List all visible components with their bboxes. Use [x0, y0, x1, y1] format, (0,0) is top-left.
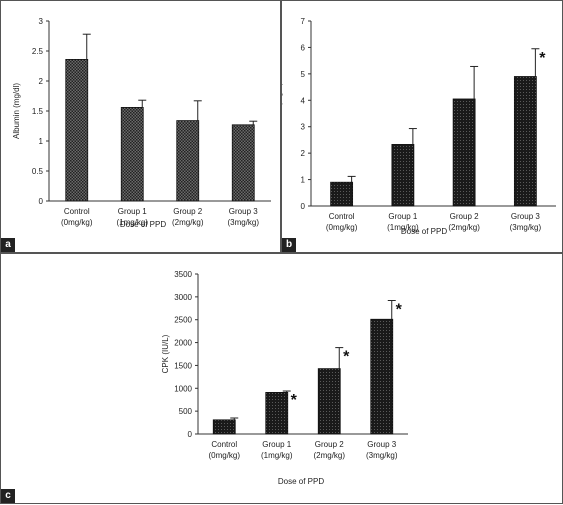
significance-asterisk: *: [343, 349, 350, 366]
panel-tag: c: [1, 489, 15, 503]
x-tick-label: (2mg/kg): [448, 223, 480, 232]
y-tick-label: 0.5: [32, 167, 44, 176]
y-tick-label: 1500: [174, 361, 192, 370]
bar: [452, 98, 476, 207]
y-tick-label: 2: [39, 77, 44, 86]
y-tick-label: 1.5: [32, 107, 44, 116]
x-tick-label: (3mg/kg): [227, 218, 259, 227]
y-tick-label: 3000: [174, 293, 192, 302]
bar: [513, 76, 537, 207]
panel-tag: a: [1, 238, 15, 252]
y-tick-label: 3500: [174, 270, 192, 279]
significance-asterisk: *: [539, 50, 546, 67]
x-tick-label: Control: [329, 212, 355, 221]
y-tick-label: 6: [301, 43, 306, 52]
x-tick-label: (3mg/kg): [366, 451, 398, 460]
bar: [212, 419, 236, 435]
x-tick-label: (0mg/kg): [208, 451, 240, 460]
y-tick-label: 1000: [174, 384, 192, 393]
y-axis-label: Albumin (mg/dl): [12, 83, 21, 139]
bar: [176, 120, 200, 202]
y-tick-label: 2: [301, 149, 306, 158]
y-tick-label: 2000: [174, 339, 192, 348]
y-tick-label: 1: [39, 137, 44, 146]
x-axis-label: Dose of PPD: [401, 227, 447, 236]
y-tick-label: 0: [301, 202, 306, 211]
y-tick-label: 0: [39, 197, 44, 206]
x-tick-label: (1mg/kg): [261, 451, 293, 460]
x-tick-label: (1mg/kg): [387, 223, 419, 232]
x-axis-label: Dose of PPD: [278, 477, 324, 486]
y-tick-label: 3: [39, 17, 44, 26]
bar: [370, 318, 394, 435]
bar: [120, 107, 144, 202]
bar: [265, 391, 289, 435]
chart-panel-b: 0 1 2 3 4 5 6 7 Creatinine (mg%) Control (0mg/kg) G…: [281, 0, 563, 253]
x-tick-label: Group 3: [511, 212, 540, 221]
cpk-chart: 0 500 1000 1500 2000 2500 3000 3500 CPK (IU/L) Co…: [161, 270, 408, 486]
x-tick-label: (3mg/kg): [510, 223, 542, 232]
x-tick-label: Group 1: [388, 212, 417, 221]
y-tick-label: 7: [301, 17, 306, 26]
y-tick-label: 2500: [174, 316, 192, 325]
x-tick-label: (2mg/kg): [172, 218, 204, 227]
x-tick-label: Group 2: [315, 440, 344, 449]
y-tick-label: 1: [301, 176, 306, 185]
chart-panel-c: 0 500 1000 1500 2000 2500 3000 3500 CPK (IU/L) Co…: [0, 253, 563, 504]
x-tick-label: Group 1: [118, 207, 147, 216]
y-tick-label: 5: [301, 70, 306, 79]
bar: [391, 144, 415, 207]
x-tick-label: Group 1: [262, 440, 291, 449]
chart-panel-a: 0 0.5 1 1.5 2 2.5 3 Albumin (mg/dl) Control (0mg/…: [0, 0, 281, 253]
x-tick-label: Group 2: [450, 212, 479, 221]
bar: [231, 124, 255, 202]
y-axis-label: CPK (IU/L): [161, 334, 170, 373]
y-axis-label: Creatinine (mg%): [282, 82, 283, 145]
x-tick-label: (1mg/kg): [116, 218, 148, 227]
x-tick-label: (0mg/kg): [326, 223, 358, 232]
x-tick-label: Control: [64, 207, 90, 216]
x-axis-label: Dose of PPD: [120, 220, 166, 229]
y-tick-label: 500: [179, 407, 193, 416]
bar: [317, 368, 341, 435]
x-tick-label: (2mg/kg): [313, 451, 345, 460]
x-tick-label: Group 3: [367, 440, 396, 449]
bar: [65, 59, 89, 202]
y-tick-label: 2.5: [32, 47, 44, 56]
x-tick-label: (0mg/kg): [61, 218, 93, 227]
albumin-chart: 0 0.5 1 1.5 2 2.5 3 Albumin (mg/dl) Control (0mg/…: [12, 17, 271, 229]
x-tick-label: Group 3: [229, 207, 258, 216]
y-tick-label: 3: [301, 123, 306, 132]
significance-asterisk: *: [291, 392, 298, 409]
creatinine-chart: 0 1 2 3 4 5 6 7 Creatinine (mg%) Control (0mg/kg) G…: [282, 17, 556, 236]
y-tick-label: 0: [188, 430, 193, 439]
panel-tag: b: [282, 238, 296, 252]
bar: [330, 181, 354, 207]
x-tick-label: Control: [211, 440, 237, 449]
y-tick-label: 4: [301, 96, 306, 105]
significance-asterisk: *: [396, 302, 403, 319]
x-tick-label: Group 2: [173, 207, 202, 216]
